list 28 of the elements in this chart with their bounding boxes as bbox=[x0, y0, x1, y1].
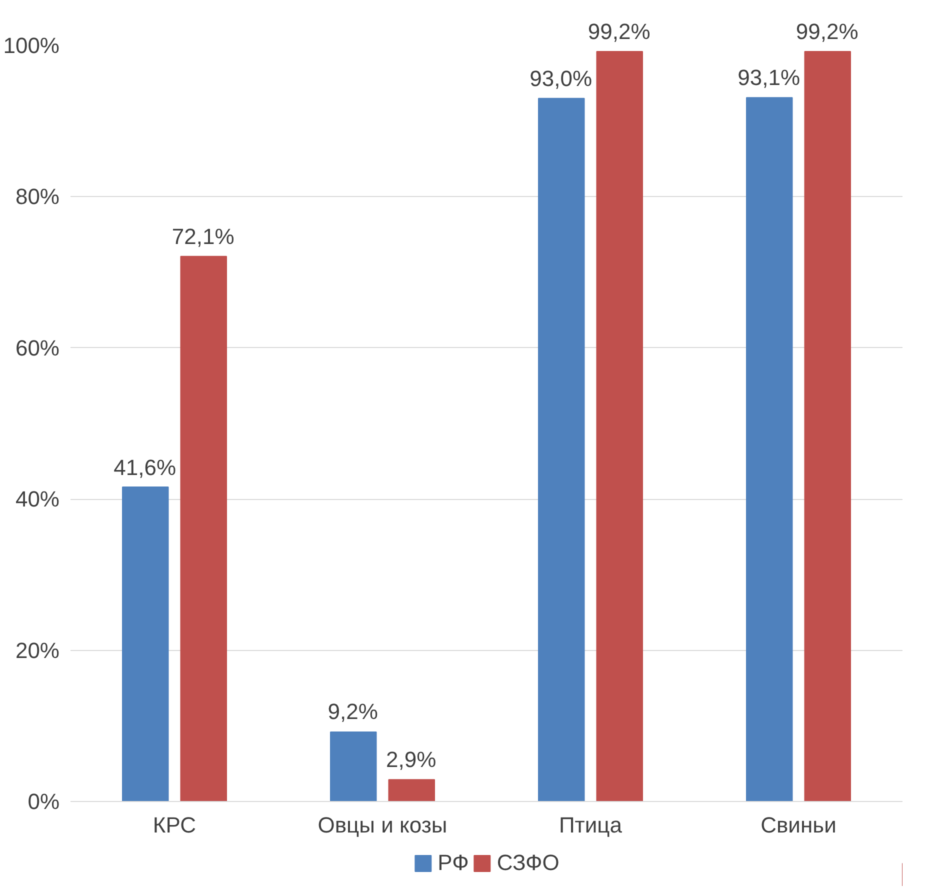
data-label: 2,9% bbox=[386, 747, 436, 774]
data-label: 93,0% bbox=[530, 66, 592, 92]
bar bbox=[804, 51, 851, 802]
bar bbox=[596, 51, 643, 802]
y-tick-label: 100% bbox=[3, 33, 60, 58]
data-label: 72,1% bbox=[172, 224, 234, 250]
bar bbox=[122, 486, 169, 802]
data-label: 41,6% bbox=[114, 454, 176, 480]
y-tick-label: 40% bbox=[15, 486, 60, 512]
bar bbox=[746, 97, 793, 802]
legend-label: РФ bbox=[438, 850, 469, 876]
data-label: 99,2% bbox=[588, 19, 650, 46]
legend-label: СЗФО bbox=[496, 850, 560, 876]
y-tick-label: 20% bbox=[15, 638, 60, 663]
bar bbox=[330, 731, 377, 802]
y-tick-label: 0% bbox=[28, 789, 60, 814]
x-tick-label: КРС bbox=[152, 812, 196, 838]
bar bbox=[180, 256, 227, 802]
y-tick-label: 60% bbox=[15, 335, 60, 360]
x-tick-label: Свиньи bbox=[760, 812, 836, 838]
x-tick-label: Птица bbox=[558, 812, 623, 838]
data-label: 93,1% bbox=[738, 65, 800, 92]
x-tick-label: Овцы и козы bbox=[318, 812, 448, 838]
data-label: 9,2% bbox=[328, 699, 378, 726]
bar bbox=[538, 98, 585, 802]
data-label: 99,2% bbox=[796, 19, 858, 46]
bar bbox=[388, 779, 435, 802]
y-tick-label: 80% bbox=[15, 184, 60, 210]
